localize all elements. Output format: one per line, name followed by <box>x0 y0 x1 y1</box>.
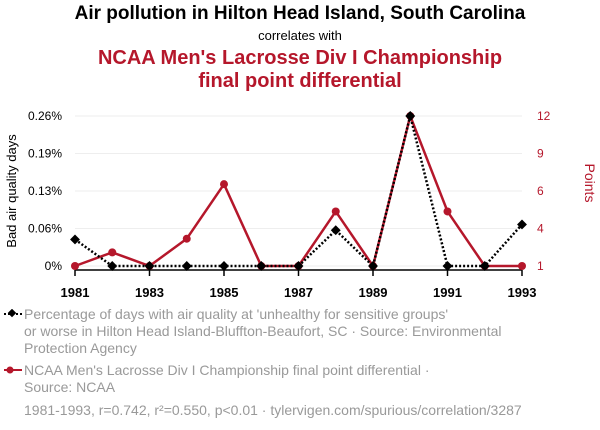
legend-series-2-line-1: NCAA Men's Lacrosse Div I Championship f… <box>24 362 430 378</box>
legend-series-1-line-1: Percentage of days with air quality at '… <box>24 306 449 322</box>
x-tick-label: 1991 <box>433 285 462 300</box>
y-right-tick-label: 6 <box>537 184 544 198</box>
legend-series-2-line-2: Source: NCAA <box>24 379 116 395</box>
y-left-axis-title: Bad air quality days <box>4 134 19 248</box>
series-1-point <box>479 261 490 271</box>
legend-item-series-1[interactable]: Percentage of days with air quality at '… <box>4 306 564 357</box>
legend-series-1-line-3: Protection Agency <box>24 340 137 356</box>
series-2-point <box>182 234 191 243</box>
y-left-tick-label: 0% <box>45 259 63 273</box>
x-tick-label: 1985 <box>210 285 239 300</box>
correlates-text: correlates with <box>258 28 342 43</box>
y-right-tick-label: 1 <box>537 259 544 273</box>
series-1-point <box>330 225 341 236</box>
series-2-point <box>331 207 340 216</box>
x-tick-label: 1981 <box>61 285 90 300</box>
series-1-point <box>368 261 378 271</box>
x-tick-label: 1993 <box>508 285 537 300</box>
footer-stats: 1981-1993, r=0.742, r²=0.550, p<0.01 · t… <box>24 402 522 418</box>
y-right-tick-label: 12 <box>537 109 551 123</box>
series-2-point <box>220 180 228 189</box>
series-1-point <box>293 261 304 271</box>
y-left-tick-label: 0.26% <box>28 109 62 123</box>
series-2-point <box>518 262 526 270</box>
y-right-tick-label: 4 <box>537 222 544 236</box>
series-1-point <box>219 261 229 271</box>
legend-label-series-1: Percentage of days with air quality at '… <box>24 306 564 357</box>
subtitle-line-1: NCAA Men's Lacrosse Div I Championship <box>97 47 503 69</box>
chart-subtitle: NCAA Men's Lacrosse Div I Championship f… <box>0 47 600 93</box>
series-2-point <box>71 262 79 270</box>
series-1-point <box>181 261 192 271</box>
series-1-point <box>256 261 267 271</box>
series-1-point <box>70 234 80 245</box>
y-left-tick-label: 0.06% <box>28 222 62 236</box>
subtitle-line-2: final point differential <box>198 70 402 92</box>
legend-marker-solid-circle <box>4 366 22 374</box>
series-1-point <box>442 261 453 271</box>
legend-item-series-2[interactable]: NCAA Men's Lacrosse Div I Championship f… <box>4 362 564 396</box>
series-1-point <box>144 261 155 271</box>
y-right-tick-label: 9 <box>537 147 544 161</box>
x-tick-label: 1983 <box>135 285 164 300</box>
x-tick-label: 1989 <box>359 285 388 300</box>
legend-label-series-2: NCAA Men's Lacrosse Div I Championship f… <box>24 362 564 396</box>
series-1-point <box>517 219 527 230</box>
chart-area: 0% 0.06% 0.13% 0.19% 0.26% 1 4 6 9 12 1981 1983 1985… <box>4 109 598 300</box>
y-right-axis-title: Points <box>582 164 598 203</box>
y-left-tick-label: 0.13% <box>28 184 62 198</box>
series-2-point <box>443 207 452 216</box>
chart-title: Air pollution in Hilton Head Island, Sou… <box>74 3 526 24</box>
series-2-point <box>108 248 117 257</box>
y-left-tick-label: 0.19% <box>28 147 62 161</box>
series-1-point <box>405 111 416 121</box>
legend-series-1-line-2: or worse in Hilton Head Island-Bluffton-… <box>24 323 502 339</box>
legend-marker-dotted-diamond <box>4 309 22 318</box>
x-tick-label: 1987 <box>284 285 313 300</box>
